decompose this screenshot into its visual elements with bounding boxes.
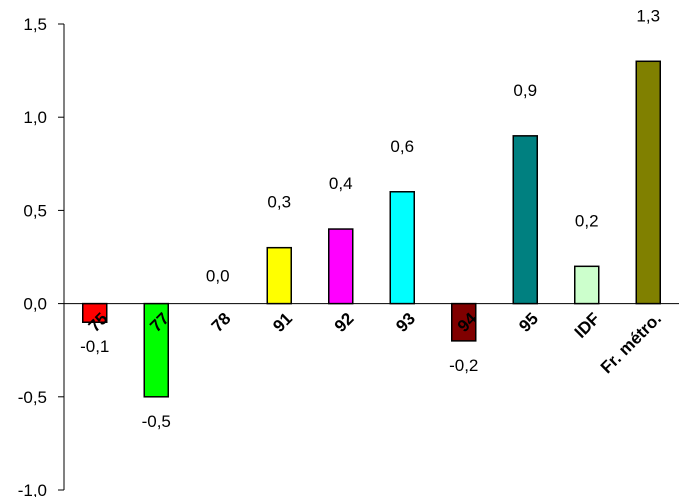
y-tick-label: 0,5 <box>23 201 47 220</box>
bar-93 <box>389 191 415 305</box>
data-label: 1,3 <box>636 6 660 25</box>
data-label: 0,2 <box>575 211 599 230</box>
category-label: IDF <box>571 309 604 342</box>
category-label: 93 <box>392 309 419 336</box>
y-tick-label: -1,0 <box>18 481 47 497</box>
data-label: 0,3 <box>267 193 291 212</box>
data-label: 0,4 <box>329 174 353 193</box>
bars-group <box>82 60 661 398</box>
category-label: 91 <box>269 309 296 336</box>
category-label: Fr. métro. <box>597 309 665 377</box>
data-label: -0,1 <box>80 337 109 356</box>
bar-95 <box>512 135 538 305</box>
category-label: 92 <box>331 309 358 336</box>
bar-idf <box>574 265 600 305</box>
category-label: 95 <box>515 309 542 336</box>
data-label: 0,6 <box>390 137 414 156</box>
data-label: 0,0 <box>206 267 230 286</box>
bar-92 <box>328 228 354 305</box>
y-tick-label: 0,0 <box>23 295 47 314</box>
data-label: 0,9 <box>513 81 537 100</box>
data-label: -0,5 <box>142 412 171 431</box>
y-axis: -1,0 -0,5 0,0 0,5 1,0 1,5 <box>18 15 65 497</box>
category-label: 78 <box>208 309 235 336</box>
bar-91 <box>266 246 292 305</box>
value-labels-group: -0,1 -0,5 0,0 0,3 0,4 0,6 -0,2 0,9 0,2 1,3 <box>80 6 660 431</box>
y-tick-label: 1,0 <box>23 108 47 127</box>
data-label: -0,2 <box>449 356 478 375</box>
y-tick-label: 1,5 <box>23 15 47 34</box>
bar-fr-m-tro- <box>635 60 661 305</box>
y-tick-label: -0,5 <box>18 388 47 407</box>
